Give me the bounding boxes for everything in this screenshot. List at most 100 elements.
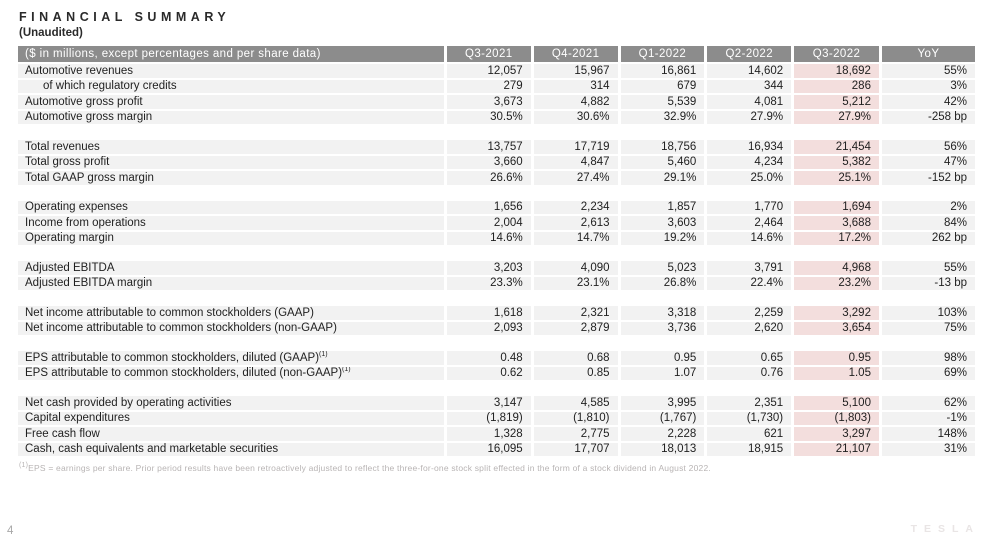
column-header-q4-2021: Q4-2021 <box>530 46 618 64</box>
cell-q2-2022: 4,081 <box>704 95 792 111</box>
row-label: Net income attributable to common stockh… <box>18 321 444 337</box>
cell-yoy: -152 bp <box>878 171 975 187</box>
cell-q4-2021: 2,321 <box>530 306 618 322</box>
table-row: of which regulatory credits 279 314 679 344 2… <box>18 79 975 95</box>
cell-q3-2021: 13,757 <box>443 140 531 156</box>
table-row: Net cash provided by operating activitie… <box>18 396 975 412</box>
cell-q3-2021: 279 <box>443 79 531 95</box>
cell-q3-2022: (1,803) <box>791 411 879 427</box>
row-label: Income from operations <box>18 216 444 232</box>
row-label: Automotive gross margin <box>18 110 444 126</box>
row-label: Operating margin <box>18 231 444 247</box>
table-row: Total revenues 13,757 17,719 18,756 16,934 21… <box>18 140 975 156</box>
cell-yoy: 148% <box>878 427 975 443</box>
cell-q3-2021: 23.3% <box>443 276 531 292</box>
cell-q1-2022: 2,228 <box>617 427 705 443</box>
row-label: Adjusted EBITDA margin <box>18 276 444 292</box>
cell-q1-2022: 3,603 <box>617 216 705 232</box>
cell-yoy: 84% <box>878 216 975 232</box>
row-label: Automotive gross profit <box>18 95 444 111</box>
cell-q4-2021: 15,967 <box>530 64 618 80</box>
cell-q4-2021: 4,882 <box>530 95 618 111</box>
cell-q4-2021: 14.7% <box>530 231 618 247</box>
cell-q2-2022: 2,351 <box>704 396 792 412</box>
cell-q1-2022: 29.1% <box>617 171 705 187</box>
table-row: Adjusted EBITDA 3,203 4,090 5,023 3,791 4,968… <box>18 261 975 277</box>
cell-q3-2022: 4,968 <box>791 261 879 277</box>
cell-q3-2021: 2,093 <box>443 321 531 337</box>
cell-q3-2022: 286 <box>791 79 879 95</box>
footnote-marker: (1) <box>319 351 328 358</box>
cell-q3-2022: 25.1% <box>791 171 879 187</box>
cell-q1-2022: 16,861 <box>617 64 705 80</box>
section-spacer <box>18 292 975 306</box>
cell-q4-2021: 314 <box>530 79 618 95</box>
table-row: EPS attributable to common stockholders,… <box>18 351 975 367</box>
row-label: Free cash flow <box>18 427 444 443</box>
row-label: EPS attributable to common stockholders,… <box>18 351 444 367</box>
cell-q3-2021: 1,656 <box>443 200 531 216</box>
table-row: Free cash flow 1,328 2,775 2,228 621 3,297 148… <box>18 427 975 443</box>
cell-q1-2022: 679 <box>617 79 705 95</box>
row-label: Adjusted EBITDA <box>18 261 444 277</box>
cell-yoy: 98% <box>878 351 975 367</box>
cell-q4-2021: 27.4% <box>530 171 618 187</box>
table-row: Total GAAP gross margin 26.6% 27.4% 29.1% 25… <box>18 171 975 187</box>
cell-yoy: -13 bp <box>878 276 975 292</box>
page-title: FINANCIAL SUMMARY <box>19 10 231 24</box>
row-label: Automotive revenues <box>18 64 444 80</box>
cell-yoy: 31% <box>878 442 975 458</box>
cell-q3-2022: 17.2% <box>791 231 879 247</box>
cell-q2-2022: 1,770 <box>704 200 792 216</box>
cell-q4-2021: 17,707 <box>530 442 618 458</box>
table-row: Operating margin 14.6% 14.7% 19.2% 14.6% 17.2… <box>18 231 975 247</box>
cell-yoy: 69% <box>878 366 975 382</box>
cell-q3-2021: 1,328 <box>443 427 531 443</box>
table-row: Cash, cash equivalents and marketable se… <box>18 442 975 458</box>
table-row: Total gross profit 3,660 4,847 5,460 4,234 5,… <box>18 155 975 171</box>
cell-q2-2022: (1,730) <box>704 411 792 427</box>
cell-q2-2022: 16,934 <box>704 140 792 156</box>
cell-q2-2022: 4,234 <box>704 155 792 171</box>
cell-q2-2022: 344 <box>704 79 792 95</box>
column-header-q1-2022: Q1-2022 <box>617 46 705 64</box>
column-header-yoy: YoY <box>878 46 975 64</box>
cell-yoy: 42% <box>878 95 975 111</box>
section-spacer <box>18 382 975 396</box>
cell-q4-2021: (1,810) <box>530 411 618 427</box>
row-label: Operating expenses <box>18 200 444 216</box>
cell-yoy: 2% <box>878 200 975 216</box>
footnote-marker: (1) <box>342 366 351 374</box>
table-row: Operating expenses 1,656 2,234 1,857 1,770 1,… <box>18 200 975 216</box>
cell-q2-2022: 2,620 <box>704 321 792 337</box>
section-spacer <box>18 337 975 351</box>
cell-q2-2022: 27.9% <box>704 110 792 126</box>
table-row: Net income attributable to common stockh… <box>18 306 975 322</box>
cell-q3-2022: 5,212 <box>791 95 879 111</box>
table-row: Automotive revenues 12,057 15,967 16,861 14,… <box>18 64 975 80</box>
row-label: EPS attributable to common stockholders,… <box>18 366 444 382</box>
cell-q2-2022: 18,915 <box>704 442 792 458</box>
cell-q1-2022: (1,767) <box>617 411 705 427</box>
cell-yoy: 103% <box>878 306 975 322</box>
cell-q3-2021: 3,660 <box>443 155 531 171</box>
cell-q4-2021: 0.68 <box>530 351 618 367</box>
cell-q3-2021: 14.6% <box>443 231 531 247</box>
cell-q4-2021: 2,613 <box>530 216 618 232</box>
section-spacer <box>18 247 975 261</box>
table-row: Net income attributable to common stockh… <box>18 321 975 337</box>
cell-q1-2022: 18,013 <box>617 442 705 458</box>
cell-q3-2021: 3,673 <box>443 95 531 111</box>
cell-q4-2021: 23.1% <box>530 276 618 292</box>
column-header-q3-2022: Q3-2022 <box>791 46 879 64</box>
section-spacer <box>18 126 975 140</box>
cell-q4-2021: 4,847 <box>530 155 618 171</box>
cell-q3-2021: 16,095 <box>443 442 531 458</box>
cell-q3-2021: 26.6% <box>443 171 531 187</box>
cell-q3-2021: 3,147 <box>443 396 531 412</box>
table-row: Automotive gross margin 30.5% 30.6% 32.9% 27… <box>18 110 975 126</box>
cell-yoy: 47% <box>878 155 975 171</box>
row-label: Total revenues <box>18 140 444 156</box>
table-header-row: ($ in millions, except percentages and p… <box>18 46 975 64</box>
row-label: Net cash provided by operating activitie… <box>18 396 444 412</box>
